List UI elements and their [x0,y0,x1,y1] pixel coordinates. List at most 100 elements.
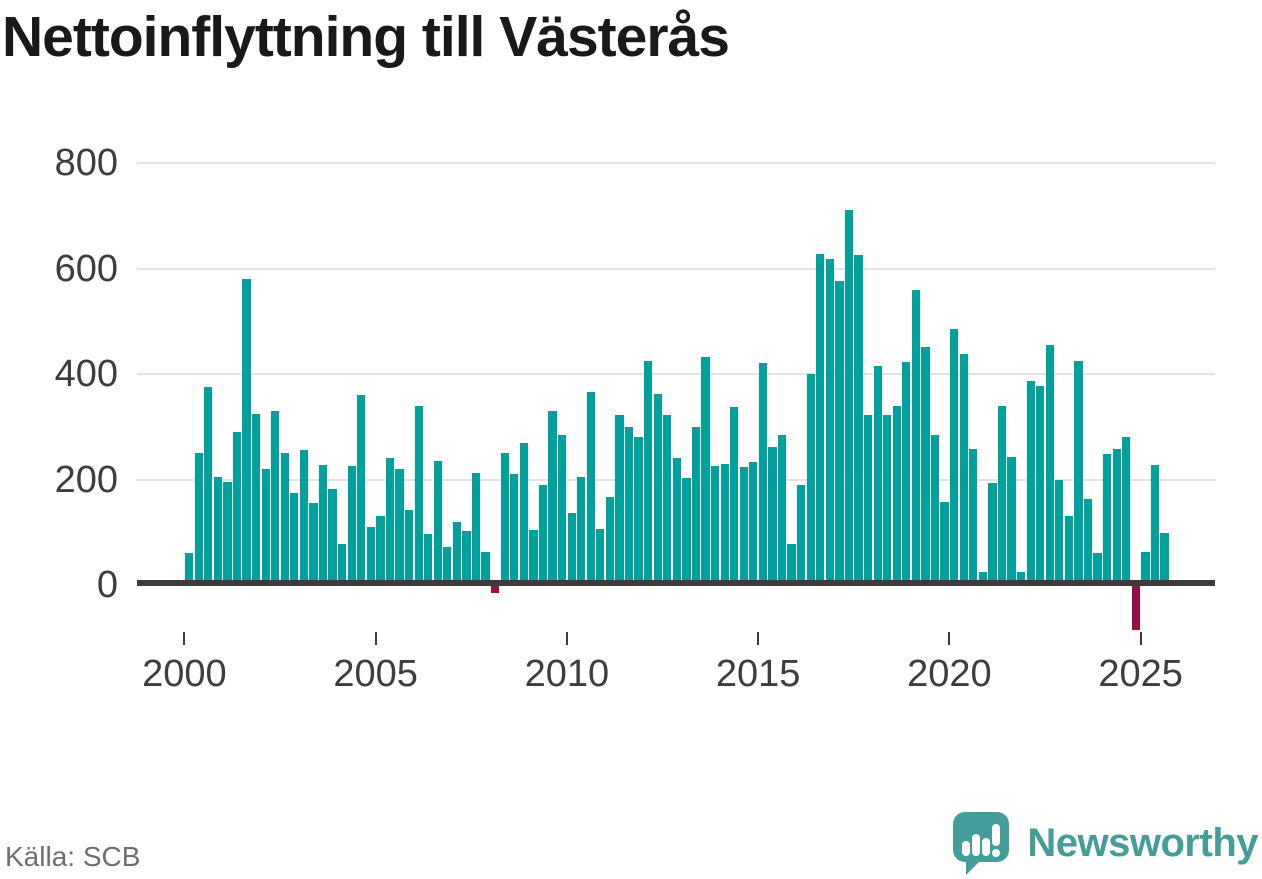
logo-bar-3 [982,838,991,856]
bar-2010-q4 [596,528,605,585]
chart-title: Nettoinflyttning till Västerås [2,5,730,69]
bar-2007-q3 [471,473,481,585]
logo-exclamation-dot [992,849,1001,857]
bar-2008-q2 [500,453,509,585]
bar-2002-q3 [280,453,289,585]
bar-2007-q2 [462,531,471,585]
bar-2007-q1 [452,521,462,585]
bar-2004-q1 [338,544,347,585]
logo-bar-2 [972,834,981,856]
bar-2010-q2 [577,476,586,585]
logo-bar-1 [962,841,971,856]
bar-2012-q1 [644,360,653,585]
bar-2004-q4 [366,526,375,585]
bar-2002-q2 [271,410,280,585]
y-tick-label: 200 [54,458,118,501]
y-tick-label: 400 [54,353,118,395]
bar-2014-q1 [720,463,729,585]
bar-2009-q2 [538,484,548,585]
x-tick-label: 2025 [1098,653,1183,695]
x-tick-label: 2015 [715,653,801,695]
bar-2021-q3 [1007,457,1016,585]
y-tick-label: 600 [54,247,118,290]
gridline [137,267,1215,270]
bar-2015-q1 [758,363,768,585]
bar-2010-q3 [586,392,595,585]
bar-2000-q2 [194,453,203,585]
bar-2002-q1 [261,468,270,585]
bar-2020-q2 [959,353,968,585]
bar-2013-q3 [701,356,710,585]
bar-2024-q3 [1122,437,1131,585]
bar-2017-q2 [844,210,854,585]
bar-2003-q4 [328,488,337,585]
bar-2018-q1 [873,366,882,585]
x-tick [565,632,568,645]
bar-2008-q4 [519,442,528,585]
bar-2024-q1 [1103,454,1112,585]
bar-2018-q2 [883,414,892,585]
bar-2013-q2 [691,426,701,585]
bar-2003-q3 [318,465,328,585]
bar-2015-q2 [768,446,777,585]
bar-2023-q3 [1083,499,1093,585]
bar-2011-q1 [605,496,615,585]
bar-2017-q4 [863,415,873,585]
bar-2024-q2 [1112,449,1121,585]
bar-2020-q4 [978,571,987,585]
bar-2013-q1 [682,477,691,585]
bar-2001-q4 [251,413,261,585]
bar-2004-q3 [357,395,366,585]
bar-2005-q3 [395,468,404,585]
bar-2001-q3 [242,279,251,585]
bar-2004-q2 [347,466,356,585]
bar-2017-q3 [854,255,863,585]
bar-2019-q2 [921,346,930,585]
x-tick [1139,632,1142,645]
x-axis-line [137,580,1215,586]
bar-2016-q4 [825,259,834,585]
bar-2022-q4 [1055,479,1064,585]
bar-2010-q1 [567,512,576,585]
bar-2012-q4 [672,458,681,585]
bar-2019-q1 [911,289,921,585]
bar-2008-q1 [491,585,500,593]
bar-2009-q4 [557,434,567,585]
bar-2022-q3 [1045,344,1054,585]
bar-2007-q4 [481,552,490,585]
bar-2012-q2 [653,394,662,585]
bar-2024-q4 [1131,585,1140,630]
bar-2020-q3 [969,449,978,585]
bar-2006-q3 [433,461,442,585]
bar-2023-q4 [1093,553,1102,585]
bar-2021-q4 [1016,571,1026,585]
x-tick [948,632,951,645]
bar-2002-q4 [290,492,299,585]
bar-2000-q1 [185,553,194,585]
bar-2013-q4 [710,465,720,585]
bar-2023-q1 [1064,516,1074,585]
bar-2019-q3 [930,434,940,585]
bar-2001-q1 [223,482,232,585]
x-tick [183,632,186,645]
bar-2022-q2 [1036,386,1045,585]
gridline [137,373,1215,375]
bar-2005-q1 [376,516,385,585]
bar-2011-q3 [624,426,634,585]
x-tick [374,632,377,645]
bar-2019-q4 [940,501,949,585]
bar-2005-q2 [385,458,395,585]
newsworthy-logo: Newsworthy [949,810,1258,876]
x-tick-label: 2000 [142,653,227,695]
source-caption: Källa: SCB [5,841,141,872]
bar-2003-q2 [309,503,318,585]
bar-2018-q4 [902,361,911,585]
bar-2006-q1 [414,405,423,585]
bar-2023-q2 [1074,360,1083,585]
bar-2016-q3 [816,253,825,585]
bar-2015-q3 [777,434,787,585]
bar-2014-q4 [749,462,758,585]
x-tick-label: 2010 [524,653,610,695]
bar-2017-q1 [835,280,844,585]
